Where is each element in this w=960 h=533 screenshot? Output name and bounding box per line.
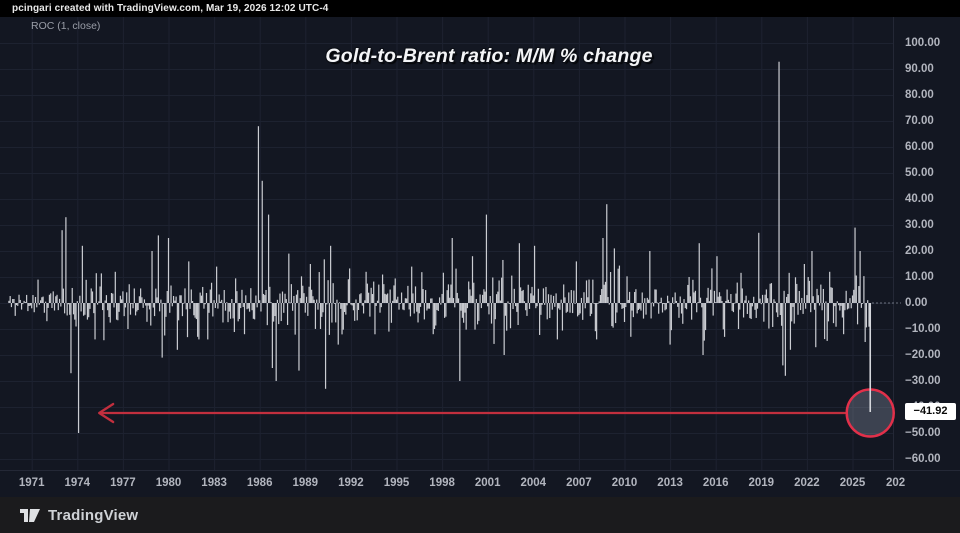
price-scale-label: 20.00	[905, 245, 934, 257]
price-scale-label: 70.00	[905, 115, 934, 127]
time-scale-label: 1974	[64, 477, 91, 489]
arrow-annotation[interactable]	[98, 402, 847, 424]
attribution-text: pcingari created with TradingView.com, M…	[12, 3, 329, 14]
time-scale-label: 2010	[611, 477, 638, 489]
time-scale-label: 2004	[520, 477, 547, 489]
time-scale-label-partial: 202	[886, 477, 906, 489]
price-scale-label: 100.00	[905, 37, 941, 49]
time-scale-label: 1992	[338, 477, 364, 489]
time-scale-label: 2016	[702, 477, 729, 489]
axis-separator	[0, 17, 960, 471]
chart-title-annotation: Gold-to-Brent ratio: M/M % change	[325, 45, 653, 67]
histogram-bars	[8, 61, 870, 433]
time-scale-label: 2025	[839, 477, 866, 489]
grid-lines	[0, 17, 893, 470]
time-scale-label: 1998	[429, 477, 455, 489]
last-value-badge: −41.92	[905, 403, 956, 420]
price-scale-label: −10.00	[905, 323, 941, 335]
tradingview-link[interactable]: TradingView	[20, 507, 138, 524]
brand-text: TradingView	[48, 506, 139, 524]
price-scale-label: −30.00	[905, 375, 941, 387]
price-scale-label: 60.00	[905, 141, 934, 153]
time-scale-label: 1995	[383, 477, 410, 489]
time-scale-label: 1989	[292, 477, 319, 489]
time-scale-label: 2007	[566, 477, 592, 489]
price-scale-label: 90.00	[905, 63, 934, 75]
price-scale-label: −20.00	[905, 349, 941, 361]
price-scale-label: 0.00	[905, 297, 928, 309]
price-scale-label: 30.00	[905, 219, 934, 231]
time-scale-label: 1980	[155, 477, 182, 489]
time-scale-label: 1971	[18, 477, 45, 489]
last-bar	[869, 303, 872, 412]
price-scale-label: 40.00	[905, 193, 934, 205]
price-scale-label: 80.00	[905, 89, 934, 101]
price-scale-label: 50.00	[905, 167, 934, 179]
time-scale-label: 2022	[794, 477, 820, 489]
footer-bar: TradingView	[0, 497, 960, 533]
time-scale-label: 1977	[110, 477, 136, 489]
attribution-bar: pcingari created with TradingView.com, M…	[0, 0, 960, 17]
time-scale-label: 1983	[201, 477, 227, 489]
price-scale-label: −60.00	[905, 453, 941, 465]
time-scale-label: 1986	[246, 477, 273, 489]
indicator-label[interactable]: ROC (1, close)	[31, 20, 101, 32]
price-scale-label: −50.00	[905, 427, 941, 439]
price-scale-label: 10.00	[905, 271, 934, 283]
time-scale-label: 2019	[748, 477, 775, 489]
tradingview-logo-icon	[20, 508, 40, 522]
time-scale-label: 2001	[474, 477, 501, 489]
time-scale-label: 2013	[657, 477, 683, 489]
